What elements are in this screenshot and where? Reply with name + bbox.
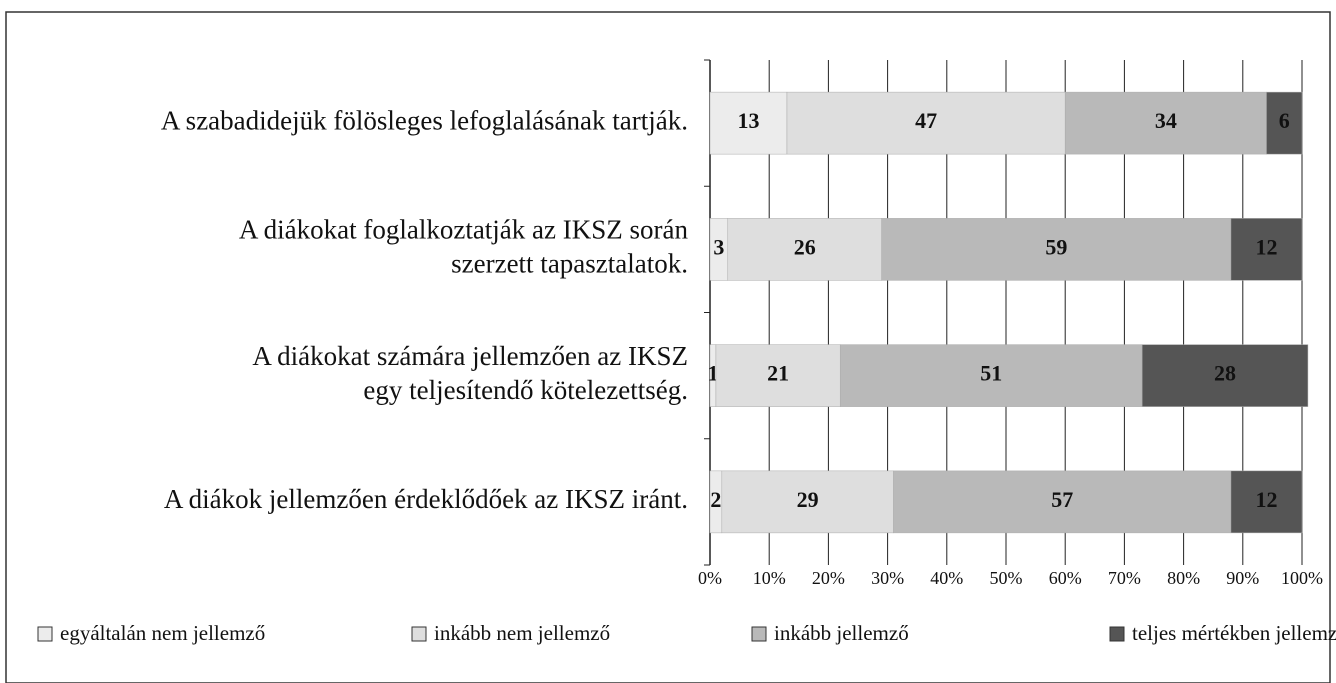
x-tick-label: 20% [812,568,845,588]
value-label: 34 [1155,108,1177,133]
x-tick-label: 0% [698,568,722,588]
value-label: 51 [980,361,1002,386]
bar-segment [721,470,894,534]
x-tick-label: 90% [1226,568,1259,588]
value-label: 21 [767,361,789,386]
bar-segment [1141,344,1309,407]
value-label: 13 [737,108,759,133]
legend-swatch [411,626,427,642]
category-label: A diákok jellemzően érdeklődőek az IKSZ … [164,484,688,514]
bar-segment [786,91,1066,155]
value-label: 12 [1255,234,1277,259]
value-label: 29 [797,487,819,512]
bar-segment [727,218,882,281]
legend-label: teljes mértékben jellemző [1132,621,1336,645]
frame [5,11,1331,683]
x-tick-label: 70% [1108,568,1141,588]
category-label: egy teljesítendő kötelezettség. [363,375,688,405]
category-label: A diákokat számára jellemzően az IKSZ [252,341,688,371]
bar-segment [893,470,1232,534]
bar-segment [881,218,1232,281]
x-tick-label: 50% [990,568,1023,588]
bar-segment [839,344,1143,407]
bar-segment [1230,470,1303,534]
value-label: 2 [710,487,721,512]
x-tick-label: 60% [1049,568,1082,588]
value-label: 28 [1214,361,1236,386]
x-tick-label: 100% [1281,568,1323,588]
legend-swatch [1109,626,1125,642]
x-tick-label: 40% [930,568,963,588]
bar-segment [709,91,788,155]
legend-label: inkább jellemző [774,621,909,645]
x-tick-label: 30% [871,568,904,588]
legend-swatch [751,626,767,642]
value-label: 12 [1255,487,1277,512]
legend-swatch [37,626,53,642]
bar-segment [1230,218,1303,281]
x-tick-label: 10% [753,568,786,588]
value-label: 47 [915,108,937,133]
value-label: 3 [713,234,724,259]
bar-segment [1064,91,1267,155]
value-label: 1 [707,361,718,386]
category-label: A szabadidejük fölösleges lefoglalásának… [161,105,688,135]
value-label: 57 [1051,487,1073,512]
value-label: 59 [1045,234,1067,259]
x-tick-label: 80% [1167,568,1200,588]
value-label: 6 [1279,108,1290,133]
legend-label: inkább nem jellemző [434,621,610,645]
bar-segment [1266,91,1303,155]
bar-segment [715,344,841,407]
category-label: szerzett tapasztalatok. [451,249,688,279]
value-label: 26 [794,234,816,259]
category-label: A diákokat foglalkoztatják az IKSZ során [239,215,689,245]
legend-label: egyáltalán nem jellemző [60,621,265,645]
